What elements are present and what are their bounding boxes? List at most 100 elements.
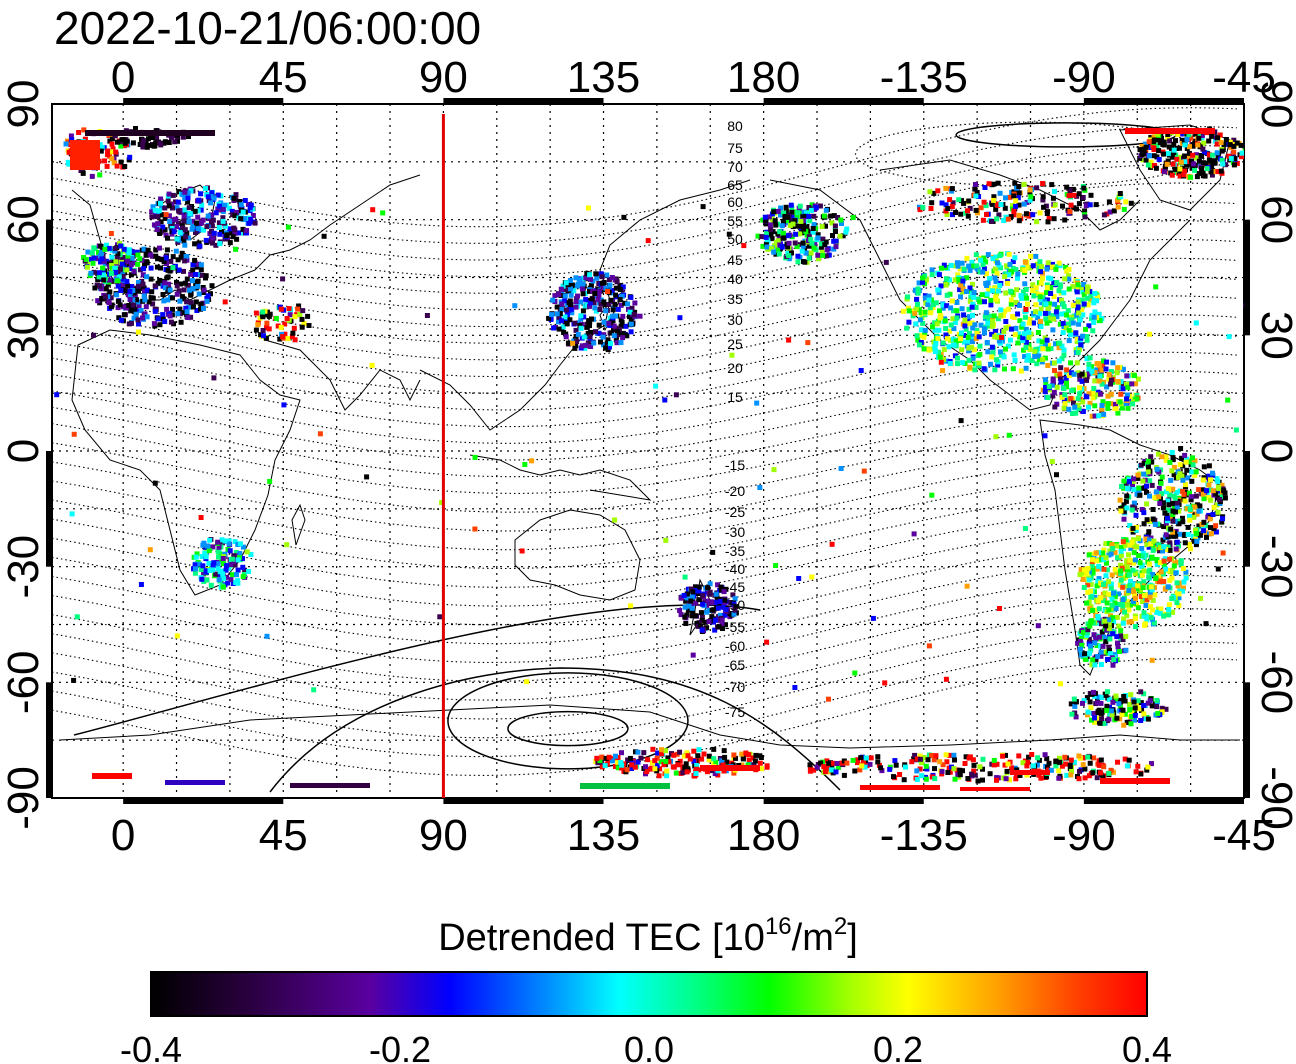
tec-point <box>562 314 568 320</box>
tec-point <box>1084 712 1090 718</box>
tec-point <box>1071 205 1077 211</box>
tec-point <box>1165 498 1171 504</box>
tec-point <box>1070 283 1076 289</box>
tec-point <box>199 576 205 582</box>
tec-point <box>961 312 967 318</box>
tec-point <box>699 756 705 762</box>
tec-point <box>1091 314 1097 320</box>
tec-point <box>732 596 738 602</box>
tec-point <box>1154 466 1160 472</box>
tec-point <box>1000 753 1006 759</box>
tec-point <box>201 227 207 233</box>
tec-point <box>99 256 105 262</box>
tec-point <box>707 581 713 587</box>
lon-tick-bottom: -45 <box>1212 811 1276 860</box>
tec-point <box>763 231 769 237</box>
colorbar-tick-label: -0.2 <box>369 1029 431 1064</box>
tec-streak <box>580 783 670 789</box>
tec-point <box>130 297 136 303</box>
tec-point <box>779 244 785 249</box>
tec-point <box>1084 600 1090 606</box>
tec-point <box>95 298 101 304</box>
tec-point <box>803 250 809 256</box>
tec-point <box>1147 567 1153 573</box>
tec-point <box>563 280 569 286</box>
tec-point <box>1228 156 1234 162</box>
tec-point <box>1056 358 1062 364</box>
tec-point <box>609 758 615 764</box>
tec-point <box>1016 753 1022 759</box>
tec-point <box>1099 709 1105 715</box>
tec-point <box>1038 280 1044 286</box>
tec-point <box>929 267 935 273</box>
tec-point <box>199 554 205 559</box>
tec-point <box>1110 699 1116 705</box>
tec-point <box>990 351 996 356</box>
tec-point <box>598 301 604 307</box>
tec-point <box>1145 764 1151 770</box>
tec-point <box>683 598 689 604</box>
tec-point <box>1133 624 1138 630</box>
tec-point <box>1223 162 1229 168</box>
tec-point <box>1022 268 1028 274</box>
coastline <box>879 159 1141 231</box>
tec-point <box>602 302 608 308</box>
tec-point <box>252 220 258 226</box>
tec-point <box>932 766 937 772</box>
tec-point <box>831 213 837 219</box>
tec-point <box>1217 132 1223 138</box>
tec-point <box>1126 757 1132 763</box>
tec-point <box>1045 311 1051 317</box>
tec-point <box>1139 553 1145 559</box>
tec-point <box>955 272 961 278</box>
geomag-contour <box>52 314 1237 411</box>
tec-point <box>110 146 116 152</box>
tec-point <box>155 280 161 286</box>
tec-point <box>1038 324 1044 329</box>
tec-point <box>1124 598 1130 604</box>
tec-point <box>857 767 863 773</box>
tec-point <box>78 168 84 173</box>
tec-point <box>696 584 702 590</box>
tec-point <box>1097 720 1103 726</box>
tec-point <box>248 202 254 208</box>
tec-point <box>126 250 132 256</box>
tec-point <box>677 749 683 755</box>
tec-point <box>1015 275 1020 281</box>
tec-point <box>775 247 781 253</box>
tec-point <box>945 336 950 342</box>
tec-point <box>1218 140 1224 145</box>
tec-point <box>973 305 979 310</box>
tec-point <box>232 213 238 219</box>
tec-point <box>1096 576 1102 582</box>
tec-point <box>960 768 965 774</box>
tec-point <box>112 248 118 254</box>
tec-point <box>121 137 127 143</box>
tec-point <box>1090 770 1096 776</box>
tec-point <box>862 764 868 770</box>
tec-point <box>199 220 205 226</box>
tec-point <box>764 764 770 770</box>
tec-point <box>579 286 585 292</box>
tec-point <box>1120 584 1126 590</box>
tec-point <box>185 195 191 201</box>
tec-point <box>1095 709 1101 715</box>
tec-point <box>1079 378 1085 384</box>
tec-point <box>1032 349 1038 355</box>
tec-point <box>1088 293 1094 299</box>
tec-point <box>777 229 783 235</box>
tec-point <box>1084 337 1090 343</box>
tec-point <box>152 283 158 289</box>
tec-point <box>981 199 987 205</box>
tec-point <box>1146 139 1152 145</box>
tec-point <box>1071 371 1077 377</box>
lat-tick-right: 0 <box>1252 439 1296 463</box>
tec-point <box>611 323 617 329</box>
tec-point <box>711 756 717 762</box>
tec-point <box>790 221 796 227</box>
tec-point <box>1231 137 1237 143</box>
tec-point <box>162 215 168 221</box>
tec-point <box>1003 290 1009 296</box>
tec-point <box>628 603 634 609</box>
tec-point <box>600 334 606 340</box>
